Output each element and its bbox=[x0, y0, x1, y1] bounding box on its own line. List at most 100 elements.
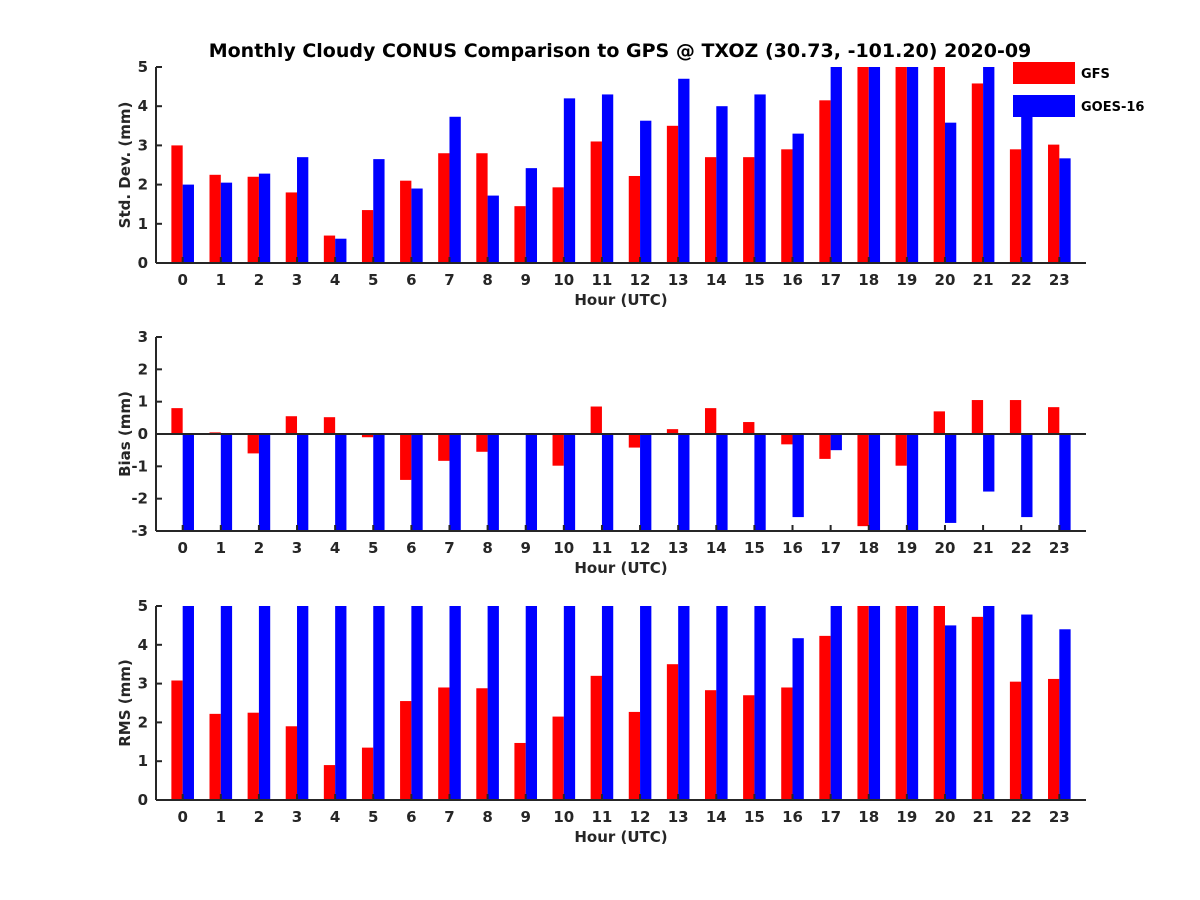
stddev-ylabel: Std. Dev. (mm) bbox=[116, 102, 134, 229]
rms-xtick-label: 0 bbox=[177, 808, 187, 826]
stddev-bar-gfs-11 bbox=[590, 141, 602, 263]
stddev-xtick-label: 22 bbox=[1011, 271, 1032, 289]
rms-bar-goes-16-7 bbox=[449, 606, 461, 800]
stddev-xtick-label: 13 bbox=[668, 271, 689, 289]
stddev-bar-gfs-13 bbox=[666, 125, 679, 263]
rms-xtick-label: 6 bbox=[406, 808, 416, 826]
bias-bar-gfs-22 bbox=[1009, 400, 1022, 434]
bias-bar-gfs-20 bbox=[933, 411, 945, 434]
rms-xtick-label: 20 bbox=[935, 808, 956, 826]
bias-xtick-label: 4 bbox=[330, 539, 340, 557]
bias-xtick-label: 15 bbox=[744, 539, 765, 557]
stddev-bar-gfs-12 bbox=[628, 175, 641, 263]
legend-label-gfs: GFS bbox=[1081, 67, 1110, 82]
stddev-bar-goes-16-8 bbox=[487, 195, 499, 263]
bias-ytick-label: 0 bbox=[138, 425, 148, 443]
stddev-xlabel: Hour (UTC) bbox=[574, 291, 667, 309]
stddev-xtick-label: 1 bbox=[216, 271, 226, 289]
bias-bar-gfs-8 bbox=[476, 434, 488, 452]
bias-xtick-label: 8 bbox=[482, 539, 492, 557]
stddev-xtick-label: 8 bbox=[482, 271, 492, 289]
bias-xtick-label: 10 bbox=[553, 539, 574, 557]
bias-bar-goes-16-11 bbox=[601, 434, 614, 531]
stddev-bar-gfs-20 bbox=[933, 67, 945, 263]
bias-bar-goes-16-5 bbox=[373, 434, 385, 531]
bias-xlabel: Hour (UTC) bbox=[574, 559, 667, 577]
rms-xtick-label: 17 bbox=[820, 808, 841, 826]
stddev-bar-goes-16-16 bbox=[792, 133, 804, 263]
rms-bar-gfs-11 bbox=[590, 675, 602, 800]
bias-xtick-label: 7 bbox=[444, 539, 454, 557]
rms-bar-goes-16-11 bbox=[601, 606, 614, 800]
stddev-bar-gfs-10 bbox=[552, 187, 564, 263]
rms-ytick-label: 2 bbox=[138, 713, 148, 731]
bias-xtick-label: 20 bbox=[935, 539, 956, 557]
bias-xtick-label: 6 bbox=[406, 539, 416, 557]
rms-xtick-label: 16 bbox=[782, 808, 803, 826]
rms-xtick-label: 9 bbox=[520, 808, 530, 826]
bias-bar-gfs-13 bbox=[666, 429, 679, 434]
rms-bar-gfs-23 bbox=[1048, 678, 1060, 800]
legend-swatch-goes16 bbox=[1013, 95, 1075, 117]
rms-xtick-label: 18 bbox=[858, 808, 879, 826]
stddev-bar-gfs-1 bbox=[209, 174, 221, 263]
rms-bar-goes-16-3 bbox=[297, 606, 309, 800]
stddev-bar-goes-16-11 bbox=[601, 94, 614, 263]
rms-bar-gfs-20 bbox=[933, 606, 945, 800]
bias-bar-goes-16-2 bbox=[258, 434, 271, 531]
rms-xtick-label: 13 bbox=[668, 808, 689, 826]
rms-bar-gfs-14 bbox=[704, 690, 717, 800]
rms-xtick-label: 19 bbox=[896, 808, 917, 826]
bias-bar-gfs-15 bbox=[743, 422, 755, 434]
bias-xtick-label: 17 bbox=[820, 539, 841, 557]
rms-bar-gfs-5 bbox=[361, 747, 374, 800]
bias-ytick-label: 3 bbox=[138, 328, 148, 346]
stddev-bar-goes-16-15 bbox=[754, 94, 766, 263]
rms-bar-gfs-0 bbox=[171, 680, 183, 800]
bias-bars bbox=[171, 400, 1071, 531]
stddev-ytick-label: 1 bbox=[138, 215, 148, 233]
stddev-bar-gfs-5 bbox=[361, 210, 374, 263]
rms-xtick-label: 2 bbox=[254, 808, 264, 826]
bias-xtick-label: 9 bbox=[520, 539, 530, 557]
stddev-bar-goes-16-5 bbox=[373, 159, 385, 263]
rms-ytick-label: 3 bbox=[138, 675, 148, 693]
bias-bar-gfs-19 bbox=[895, 434, 907, 466]
stddev-bar-gfs-7 bbox=[438, 153, 450, 263]
bias-xtick-label: 21 bbox=[973, 539, 994, 557]
stddev-bar-goes-16-10 bbox=[563, 98, 576, 263]
bias-bar-gfs-0 bbox=[171, 408, 183, 434]
bias-bar-gfs-14 bbox=[704, 408, 717, 434]
bias-xtick-label: 12 bbox=[630, 539, 651, 557]
rms-xtick-label: 21 bbox=[973, 808, 994, 826]
stddev-bar-gfs-22 bbox=[1009, 149, 1022, 263]
stddev-bar-goes-16-3 bbox=[297, 157, 309, 263]
bias-bar-gfs-23 bbox=[1048, 407, 1060, 434]
stddev-bar-gfs-15 bbox=[743, 157, 755, 263]
bias-bar-goes-16-9 bbox=[525, 434, 538, 531]
bias-xtick-label: 3 bbox=[292, 539, 302, 557]
bias-bar-goes-16-22 bbox=[1021, 434, 1033, 518]
bias-bar-gfs-11 bbox=[590, 406, 602, 434]
bias-bar-gfs-10 bbox=[552, 434, 564, 466]
stddev-ytick-label: 4 bbox=[138, 97, 148, 115]
stddev-bar-goes-16-18 bbox=[868, 67, 881, 263]
stddev-xtick-label: 7 bbox=[444, 271, 454, 289]
rms-bar-goes-16-9 bbox=[525, 606, 538, 800]
rms-bar-gfs-2 bbox=[247, 712, 259, 800]
stddev-xtick-label: 10 bbox=[553, 271, 574, 289]
bias-xtick-label: 0 bbox=[177, 539, 187, 557]
bias-ytick-label: 1 bbox=[138, 393, 148, 411]
rms-xlabel: Hour (UTC) bbox=[574, 828, 667, 846]
legend-label-goes16: GOES-16 bbox=[1081, 100, 1144, 115]
stddev-bar-gfs-3 bbox=[285, 192, 298, 263]
stddev-ytick-label: 5 bbox=[138, 58, 148, 76]
bias-bar-gfs-17 bbox=[819, 434, 831, 459]
bias-bar-goes-16-12 bbox=[640, 434, 652, 531]
rms-bar-gfs-10 bbox=[552, 716, 564, 800]
stddev-bar-gfs-0 bbox=[171, 145, 183, 263]
bias-xtick-label: 18 bbox=[858, 539, 879, 557]
